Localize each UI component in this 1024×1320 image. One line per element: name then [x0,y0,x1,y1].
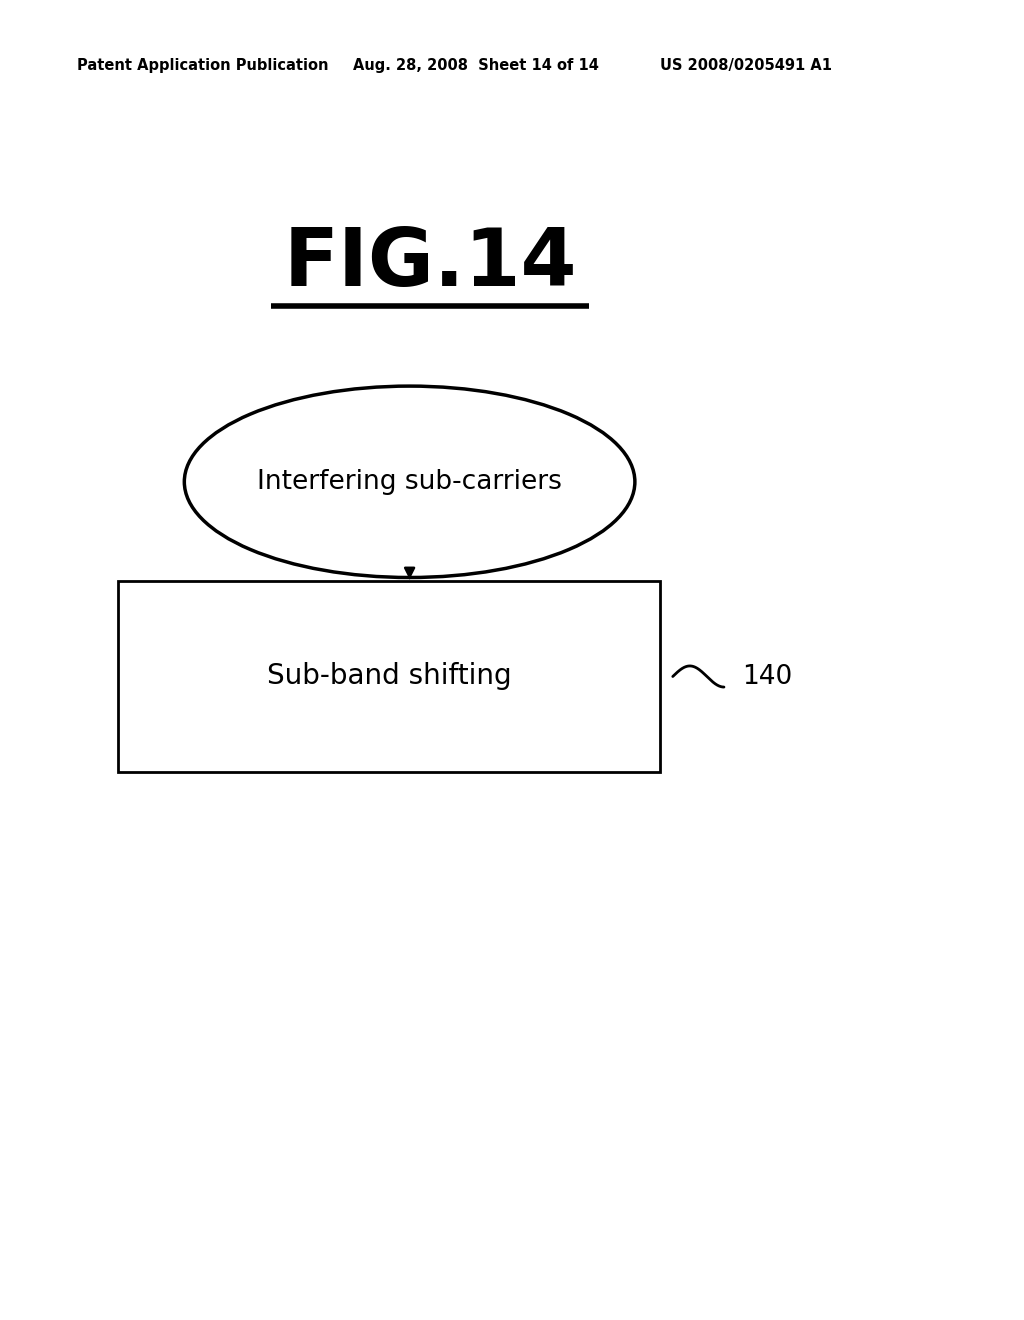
Bar [118,581,660,772]
Text: 140: 140 [742,664,793,689]
Text: Sub-band shifting: Sub-band shifting [267,663,511,690]
Text: Interfering sub-carriers: Interfering sub-carriers [257,469,562,495]
Text: US 2008/0205491 A1: US 2008/0205491 A1 [660,58,833,73]
Text: FIG.14: FIG.14 [284,224,577,304]
Text: Aug. 28, 2008  Sheet 14 of 14: Aug. 28, 2008 Sheet 14 of 14 [353,58,599,73]
Text: Patent Application Publication: Patent Application Publication [77,58,329,73]
